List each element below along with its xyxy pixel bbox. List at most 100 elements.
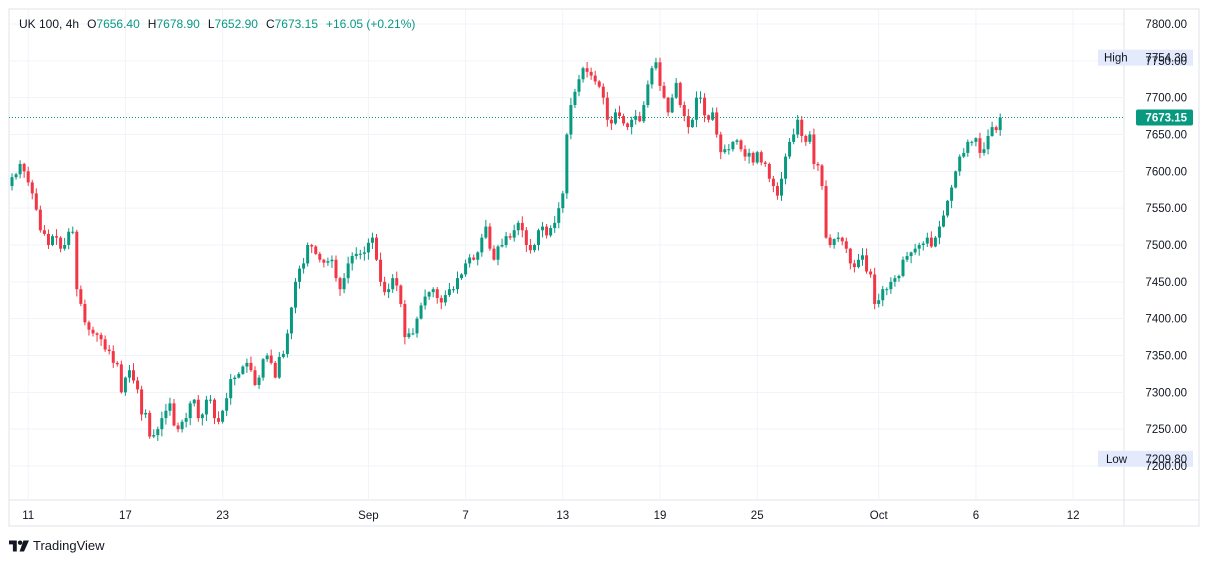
candle-body [375, 237, 378, 260]
candle-body [678, 82, 682, 106]
legend-separator: , [59, 17, 66, 31]
candle-body [901, 259, 905, 276]
candle-body [630, 119, 634, 128]
candle-body [59, 237, 63, 249]
candle-body [942, 215, 945, 227]
candle-body [565, 134, 569, 194]
time-tick-label: 11 [22, 510, 34, 522]
candle-body [836, 237, 840, 240]
candle-body [626, 123, 630, 128]
candle-body [966, 141, 970, 153]
candle-body [111, 351, 115, 363]
candle-body [986, 135, 990, 150]
candle-body [492, 248, 496, 260]
candle-body [476, 252, 480, 260]
time-tick-label: 19 [654, 510, 667, 522]
time-tick-label: 23 [216, 510, 229, 522]
price-axis[interactable]: 7800.00 7750.00 7700.00 7650.00 7600.00 7550.… [1145, 19, 1187, 473]
low-value: 7652.90 [214, 17, 258, 31]
price-tick-label: 7650.00 [1145, 130, 1187, 142]
candle-body [622, 116, 626, 124]
candle-body [427, 292, 431, 297]
candle-body [670, 97, 674, 113]
candle-body [419, 305, 423, 319]
candle-body [423, 296, 427, 306]
candle-body [204, 399, 208, 415]
time-tick-label: 17 [119, 510, 132, 522]
candle-body [71, 231, 75, 233]
candle-body [249, 362, 253, 371]
candle-body [237, 373, 241, 378]
candle-body [160, 418, 164, 430]
candle-body [982, 149, 986, 153]
candle-body [233, 377, 237, 380]
candle-body [298, 268, 302, 282]
candle-body [719, 134, 723, 153]
candle-body [553, 222, 557, 229]
candle-body [682, 105, 686, 117]
tradingview-branding[interactable]: TradingView [9, 538, 105, 553]
candle-body [747, 152, 751, 157]
candle-body [581, 68, 585, 80]
candle-body [512, 230, 516, 238]
candle-body [816, 163, 820, 166]
low-marker-value: 7209.80 [1145, 454, 1187, 466]
candle-body [399, 285, 403, 304]
time-axis[interactable]: 11 17 23 Sep 7 13 19 25 Oct 6 12 [22, 510, 1079, 522]
candle-body [26, 171, 30, 183]
price-tick-label: 7750.00 [1145, 56, 1187, 68]
candle-body [447, 289, 451, 296]
candle-body [958, 156, 962, 172]
candle-body [415, 318, 419, 334]
candle-body [950, 187, 954, 201]
candle-body [180, 421, 184, 430]
last-price-badge [1136, 109, 1193, 126]
open-value: 7656.40 [96, 17, 140, 31]
candle-body [253, 370, 257, 385]
high-marker-value: 7754.30 [1145, 53, 1187, 65]
candle-body [929, 237, 933, 247]
candle-body [221, 410, 225, 422]
candle-body [225, 398, 229, 411]
price-tick-label: 7250.00 [1145, 424, 1187, 436]
candle-body [132, 370, 135, 381]
branding-text: TradingView [33, 538, 105, 553]
candle-body [10, 177, 14, 187]
candle-body [703, 97, 707, 116]
candle-body [95, 333, 99, 335]
candle-body [103, 339, 107, 350]
candle-body [379, 259, 383, 282]
last-price-label: 7673.15 [1145, 112, 1187, 124]
candle-body [618, 112, 621, 117]
candle-body [686, 116, 690, 128]
candle-body [22, 163, 26, 172]
candle-body [342, 278, 346, 290]
candle-body [520, 222, 524, 231]
candle-body [265, 355, 269, 360]
candle-body [998, 117, 1002, 131]
candle-body [322, 259, 326, 263]
candle-body [480, 237, 484, 253]
candle-body [541, 226, 545, 231]
candle-body [808, 134, 812, 142]
candle-body [545, 226, 549, 236]
candle-body [464, 263, 468, 275]
time-tick-label: 13 [556, 510, 569, 522]
candle-body [18, 163, 22, 175]
candle-body [148, 412, 152, 437]
candle-body [780, 178, 783, 196]
candle-body [820, 165, 824, 187]
candle-body [164, 410, 168, 419]
candle-body [411, 333, 415, 335]
price-overlays: 7673.15 High 7754.30 Low 7209.80 [9, 49, 1193, 467]
candle-body [597, 81, 601, 87]
candle-body [873, 274, 877, 304]
candle-body [277, 356, 281, 378]
symbol-name: UK 100 [19, 17, 60, 31]
candle-body [828, 237, 832, 245]
candle-body [294, 281, 297, 308]
candle-body [638, 116, 642, 122]
candle-body [14, 174, 18, 178]
